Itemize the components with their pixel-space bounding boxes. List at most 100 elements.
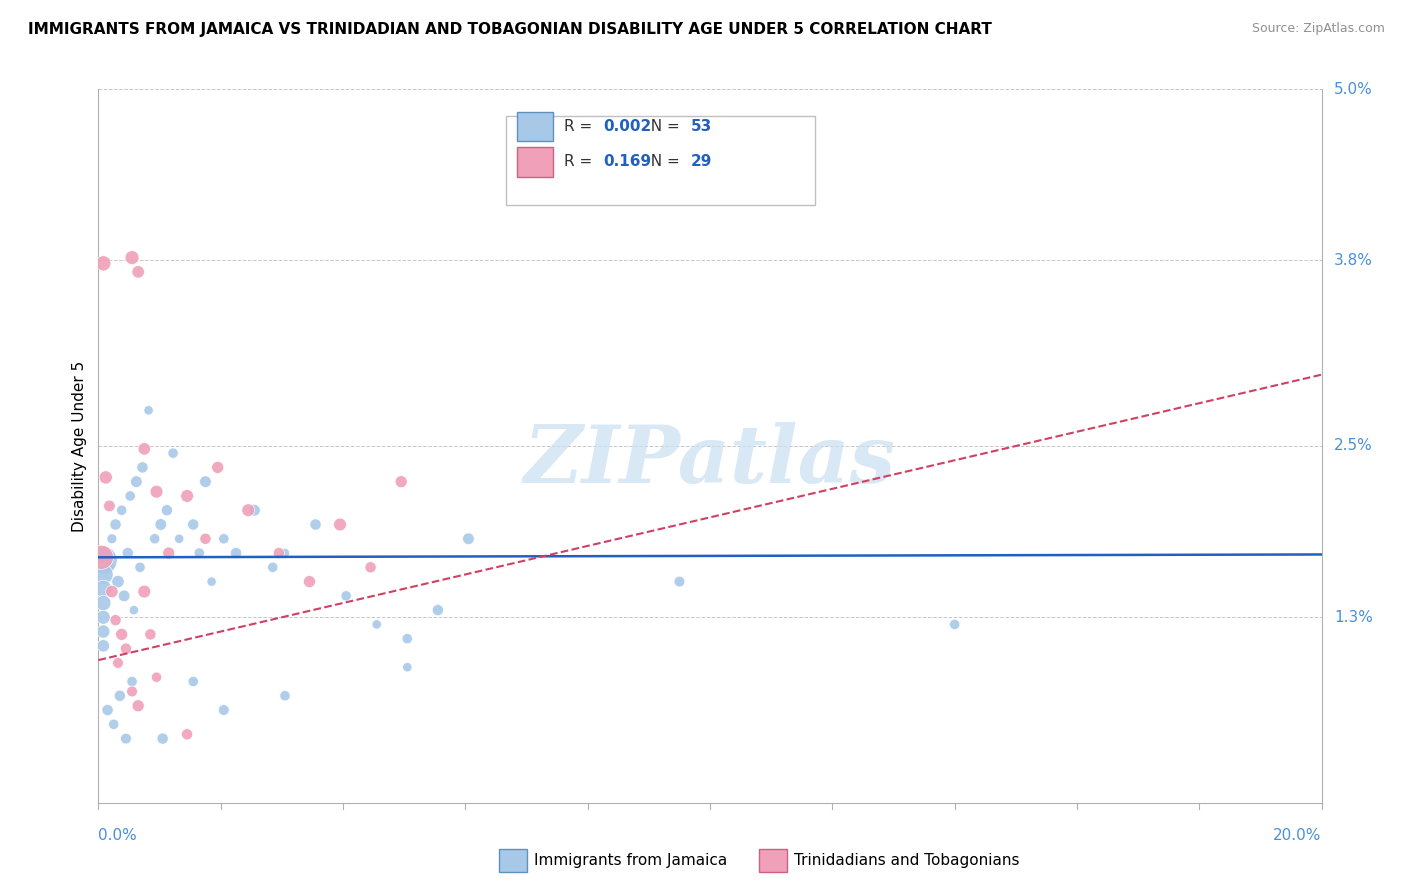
Point [91,596,114,610]
Text: 0.002: 0.002 [603,119,651,134]
Text: N =: N = [641,154,685,169]
Text: Source: ZipAtlas.com: Source: ZipAtlas.com [1251,22,1385,36]
Text: ZIPatlas: ZIPatlas [524,422,896,499]
Text: 3.8%: 3.8% [1334,253,1372,268]
Point [396,660,419,674]
Point [120,489,142,503]
Point [188,546,211,560]
Point [121,674,143,689]
Point [176,727,198,741]
Point [94,470,117,484]
Point [389,475,412,489]
Point [125,475,148,489]
Point [127,698,149,713]
Point [108,689,131,703]
Point [91,567,114,582]
Point [139,627,162,641]
Point [298,574,321,589]
Point [98,560,121,574]
Point [103,717,125,731]
Point [90,550,112,565]
Point [138,403,160,417]
Point [262,560,284,574]
Point [104,517,127,532]
Point [117,546,139,560]
Point [156,503,179,517]
Point [134,584,156,599]
Text: Immigrants from Jamaica: Immigrants from Jamaica [534,854,727,868]
Point [121,684,143,698]
Point [97,703,120,717]
Text: 20.0%: 20.0% [1274,829,1322,844]
Point [194,475,217,489]
Point [396,632,419,646]
Text: R =: R = [564,119,598,134]
Point [98,499,121,513]
Point [426,603,449,617]
Point [91,256,114,270]
Point [104,613,127,627]
Point [167,532,190,546]
Point [143,532,166,546]
Point [101,584,124,599]
Point [111,627,134,641]
Point [129,560,152,574]
Text: 0.169: 0.169 [603,154,651,169]
Point [131,460,153,475]
Point [127,265,149,279]
Text: 1.3%: 1.3% [1334,610,1372,624]
Text: R =: R = [564,154,598,169]
Point [111,503,134,517]
Point [366,617,388,632]
Point [194,532,217,546]
Point [121,251,143,265]
Text: 53: 53 [690,119,711,134]
Point [181,517,204,532]
Point [115,641,138,656]
Point [107,574,129,589]
Text: 0.0%: 0.0% [98,829,138,844]
Point [91,553,114,567]
Point [149,517,172,532]
Text: 2.5%: 2.5% [1334,439,1372,453]
Point [91,610,114,624]
Point [212,703,235,717]
Point [162,446,184,460]
Point [91,582,114,596]
Text: 29: 29 [690,154,711,169]
Text: 5.0%: 5.0% [1334,82,1372,96]
Point [267,546,290,560]
Point [668,574,690,589]
Point [238,503,260,517]
Point [304,517,326,532]
Point [335,589,357,603]
Point [943,617,966,632]
Point [329,517,352,532]
Point [157,546,180,560]
Point [457,532,479,546]
Text: Trinidadians and Tobagonians: Trinidadians and Tobagonians [794,854,1019,868]
Point [212,532,235,546]
Y-axis label: Disability Age Under 5: Disability Age Under 5 [72,360,87,532]
Point [134,442,156,456]
Point [107,656,129,670]
Point [200,574,222,589]
Text: IMMIGRANTS FROM JAMAICA VS TRINIDADIAN AND TOBAGONIAN DISABILITY AGE UNDER 5 COR: IMMIGRANTS FROM JAMAICA VS TRINIDADIAN A… [28,22,993,37]
Point [91,639,114,653]
Point [360,560,382,574]
Point [152,731,174,746]
Point [101,532,124,546]
Point [225,546,247,560]
Point [176,489,198,503]
Point [122,603,145,617]
Point [91,624,114,639]
Text: N =: N = [641,119,685,134]
Point [207,460,229,475]
Point [94,546,117,560]
Point [181,674,204,689]
Point [145,670,167,684]
Point [112,589,135,603]
Point [274,546,297,560]
Point [243,503,266,517]
Point [274,689,297,703]
